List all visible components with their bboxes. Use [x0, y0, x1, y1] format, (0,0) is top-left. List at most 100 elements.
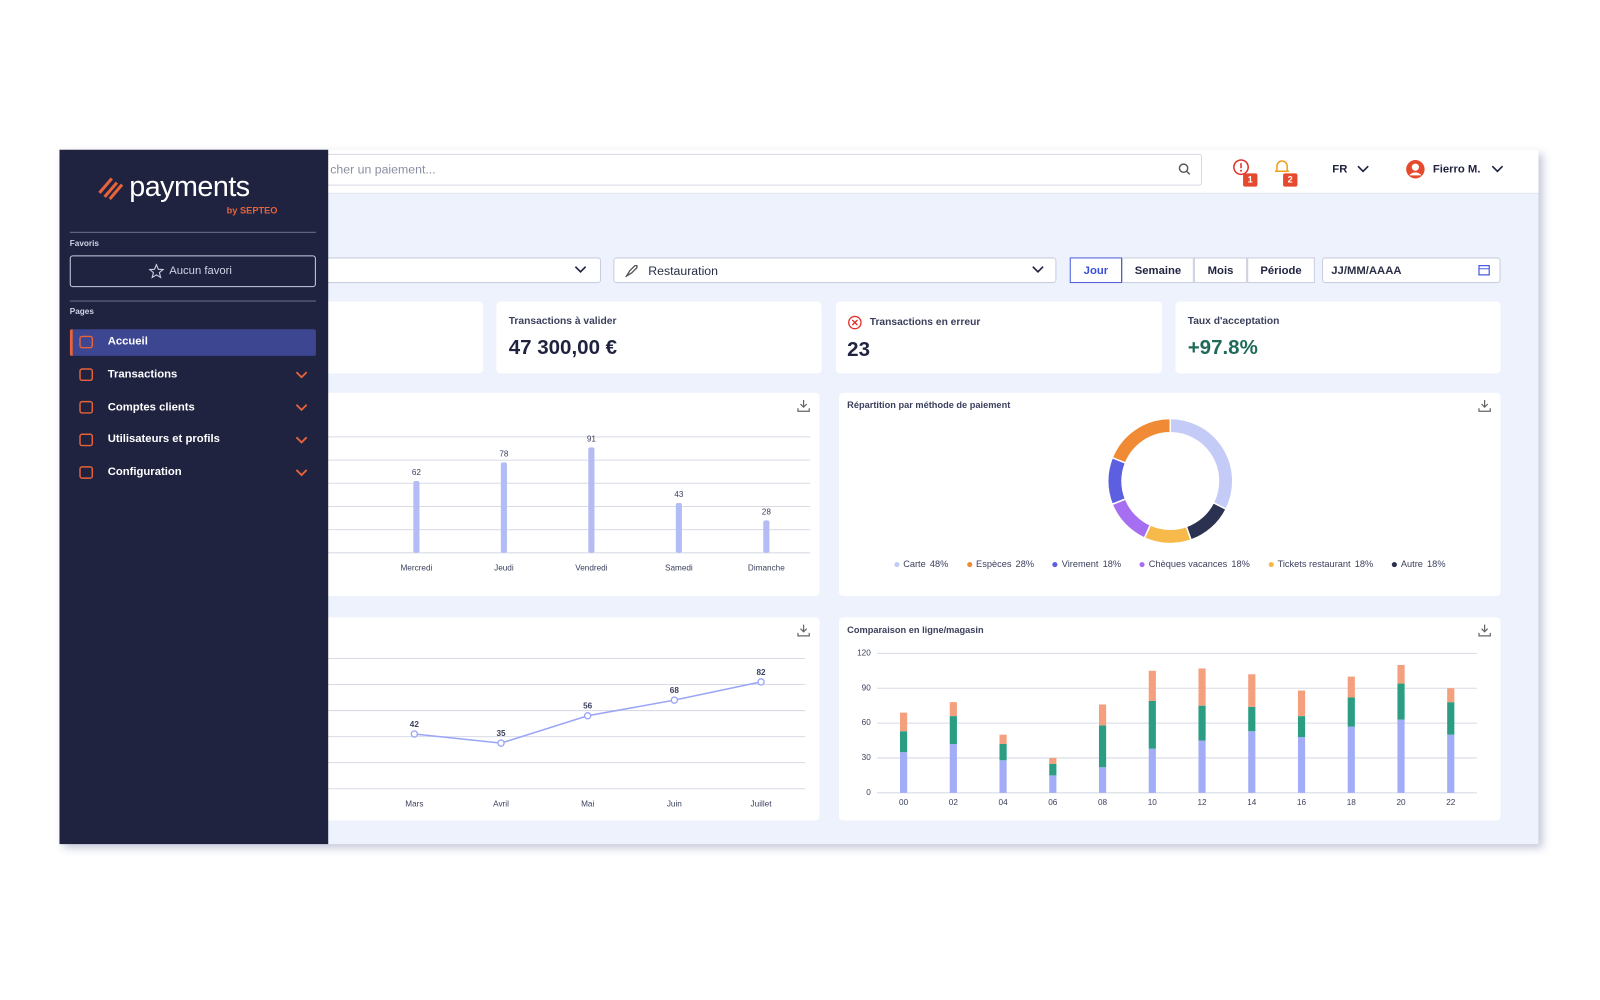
kpi-value: +97.8%: [1187, 336, 1258, 359]
x-tick-label: 10: [1148, 798, 1158, 807]
download-icon[interactable]: [797, 399, 810, 412]
nav-active: [69, 329, 316, 356]
point: [670, 696, 679, 704]
chevron: [1032, 266, 1044, 273]
download-icon[interactable]: [1478, 399, 1491, 412]
data-label: 82: [756, 668, 766, 677]
chevron[interactable]: [1356, 164, 1370, 174]
search-box[interactable]: [256, 153, 1203, 186]
chevron: [295, 404, 308, 412]
chevron: [295, 436, 308, 444]
bar-segment: [1049, 757, 1057, 764]
legend-value: 48%: [929, 558, 949, 570]
language[interactable]: FR: [1332, 163, 1348, 176]
activity-value: Restauration: [648, 263, 718, 278]
bar-segment: [1248, 706, 1256, 732]
y-tick-label: 30: [862, 753, 872, 762]
data-label: 62: [412, 468, 422, 477]
data-label: 42: [410, 720, 420, 729]
x-tick-label: Mai: [581, 799, 594, 808]
bell-icon[interactable]: [1273, 158, 1291, 176]
x-tick-label: 16: [1297, 798, 1307, 807]
alert-badge: 1: [1243, 173, 1258, 187]
data-label: 56: [583, 702, 593, 711]
search-icon[interactable]: [1177, 162, 1191, 176]
divider: [69, 231, 316, 233]
legend-label: Autre: [1400, 558, 1423, 570]
x-tick-label: 22: [1446, 798, 1456, 807]
legend-value: 28%: [1015, 558, 1035, 570]
chart-title: Comparaison en ligne/magasin: [847, 624, 984, 635]
bar-segment: [1397, 664, 1405, 684]
date-placeholder: JJ/MM/AAAA: [1331, 264, 1402, 277]
download-icon[interactable]: [797, 624, 810, 637]
nav-item[interactable]: Accueil: [107, 335, 148, 348]
kpi-label: Taux d'acceptation: [1187, 315, 1280, 328]
nav-icons: [79, 335, 308, 479]
chevron[interactable]: [1490, 164, 1504, 174]
bar-segment: [1347, 697, 1355, 727]
bar: [763, 520, 770, 553]
bar: [675, 502, 682, 553]
activity-dropdown[interactable]: [613, 257, 1057, 284]
period-button[interactable]: Jour: [1069, 257, 1123, 284]
donut-slice: [1185, 501, 1228, 541]
bar-segment: [949, 716, 957, 744]
legend-item: Autre 18%: [1391, 558, 1446, 570]
kpi-label: Transactions à valider: [508, 315, 617, 328]
download-icon[interactable]: [1478, 624, 1491, 637]
nav-item[interactable]: Transactions: [107, 367, 178, 381]
user-name[interactable]: Fierro M.: [1432, 163, 1481, 176]
bar-segment: [949, 702, 957, 717]
kpi-card: [1175, 301, 1501, 374]
x-tick-label: 08: [1098, 798, 1108, 807]
section-heading: Favoris: [69, 238, 99, 249]
legend: Carte 48% Espèces 28% Virement 18% Chèques vac…: [839, 559, 1501, 569]
bar-segment: [1447, 688, 1455, 703]
y-tick-label: 90: [862, 683, 872, 692]
x-tick-label: Mars: [405, 799, 423, 808]
error-icon: [848, 315, 862, 330]
bar-segment: [1148, 748, 1156, 793]
legend-item: Tickets restaurant 18%: [1268, 559, 1373, 569]
bar-segment: [899, 731, 908, 753]
alert-icon[interactable]: [1232, 158, 1253, 179]
period-button[interactable]: Semaine: [1122, 257, 1194, 284]
legend-label: Virement: [1061, 558, 1099, 570]
legend-swatch: [1052, 561, 1058, 567]
x-tick-label: Avril: [493, 799, 509, 808]
bar-segment: [1148, 670, 1156, 701]
search-placeholder: cher un paiement...: [330, 162, 436, 177]
legend-swatch: [893, 561, 900, 567]
nav-icon: [79, 466, 94, 479]
bar-segment: [1447, 702, 1455, 735]
y-tick-label: 0: [866, 788, 871, 797]
period-button[interactable]: Mois: [1193, 257, 1248, 284]
rocket-icon: [625, 264, 638, 278]
chart-card: [256, 392, 820, 596]
avatar[interactable]: [1405, 159, 1426, 180]
calendar-icon[interactable]: [1478, 264, 1490, 276]
bar: [588, 447, 595, 553]
period-button[interactable]: Période: [1247, 257, 1315, 284]
donut-slice: [1106, 456, 1127, 506]
x-tick-label: Vendredi: [575, 563, 608, 572]
data-label: 78: [499, 449, 509, 458]
x-tick-label: 12: [1197, 798, 1207, 807]
nav-item[interactable]: Comptes clients: [107, 400, 195, 413]
bar-segment: [1297, 690, 1306, 717]
bar-segment: [1397, 683, 1405, 720]
legend-item: Carte 48%: [893, 558, 949, 570]
x-tick-label: Juillet: [751, 799, 773, 808]
date-input[interactable]: [1322, 257, 1501, 284]
nav-item[interactable]: Utilisateurs et profils: [107, 433, 220, 446]
data-label: 91: [587, 434, 597, 443]
nav-icon: [79, 335, 94, 349]
legend-label: Chèques vacances: [1148, 558, 1228, 570]
donut-slice: [1111, 497, 1152, 540]
nav-item[interactable]: Configuration: [107, 465, 182, 479]
x-tick-label: Juin: [667, 799, 682, 808]
bar-segment: [1049, 775, 1057, 793]
